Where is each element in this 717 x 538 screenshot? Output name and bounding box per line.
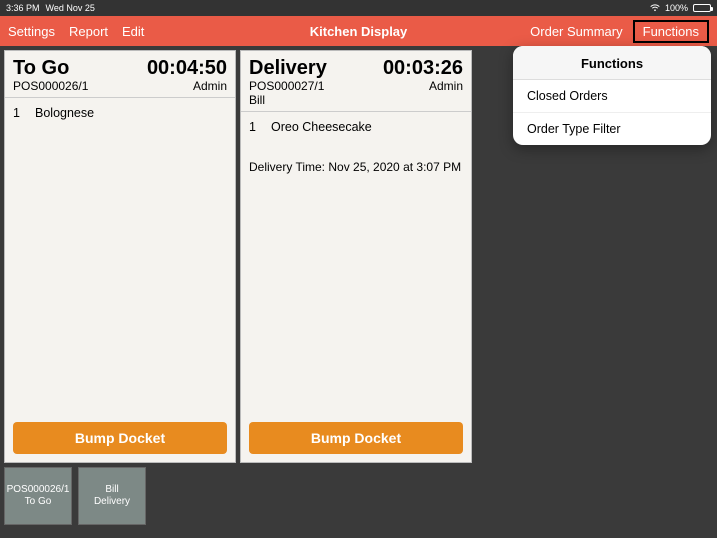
report-link[interactable]: Report	[69, 24, 108, 39]
popover-title: Functions	[513, 46, 711, 80]
ticket-ref: POS000026/1	[13, 79, 88, 93]
ticket-note: Delivery Time: Nov 25, 2020 at 3:07 PM	[249, 160, 463, 174]
status-bar: 3:36 PM Wed Nov 25 100%	[0, 0, 717, 16]
bump-docket-button[interactable]: Bump Docket	[249, 422, 463, 454]
ticket-user: Admin	[429, 79, 463, 93]
line-item: Bolognese	[35, 106, 94, 120]
footer-tiles: POS000026/1To GoBillDelivery	[0, 463, 717, 529]
functions-button[interactable]: Functions	[633, 20, 709, 43]
bump-docket-button[interactable]: Bump Docket	[13, 422, 227, 454]
ticket-timer: 00:04:50	[147, 57, 227, 80]
topbar: Settings Report Edit Kitchen Display Ord…	[0, 16, 717, 46]
tile-line2: Delivery	[94, 496, 130, 509]
ticket-timer: 00:03:26	[383, 57, 463, 80]
divider	[5, 97, 235, 98]
functions-popover: Functions Closed OrdersOrder Type Filter	[513, 46, 711, 145]
ticket-type: Delivery	[249, 57, 327, 80]
ticket: Delivery 00:03:26 POS000027/1 Admin Bill…	[240, 50, 472, 463]
order-tile[interactable]: BillDelivery	[78, 467, 146, 525]
popover-item[interactable]: Closed Orders	[513, 80, 711, 113]
line-qty: 1	[13, 106, 25, 120]
battery-pct: 100%	[665, 3, 688, 13]
order-tile[interactable]: POS000026/1To Go	[4, 467, 72, 525]
line-item: Oreo Cheesecake	[271, 120, 372, 134]
settings-link[interactable]: Settings	[8, 24, 55, 39]
tile-line1: Bill	[105, 484, 118, 497]
tile-line1: POS000026/1	[7, 484, 70, 497]
ticket-line: 1 Oreo Cheesecake	[249, 120, 463, 134]
ticket-type: To Go	[13, 57, 69, 80]
ticket-customer: Bill	[249, 93, 463, 107]
status-date: Wed Nov 25	[46, 3, 95, 13]
line-qty: 1	[249, 120, 261, 134]
wifi-icon	[650, 4, 660, 12]
ticket-line: 1 Bolognese	[13, 106, 227, 120]
ticket-user: Admin	[193, 79, 227, 93]
status-time: 3:36 PM	[6, 3, 40, 13]
ticket-ref: POS000027/1	[249, 79, 324, 93]
tile-line2: To Go	[25, 496, 52, 509]
battery-icon	[693, 4, 711, 12]
edit-link[interactable]: Edit	[122, 24, 144, 39]
divider	[241, 111, 471, 112]
popover-item[interactable]: Order Type Filter	[513, 113, 711, 145]
order-summary-link[interactable]: Order Summary	[530, 24, 622, 39]
ticket: To Go 00:04:50 POS000026/1 Admin 1 Bologn…	[4, 50, 236, 463]
